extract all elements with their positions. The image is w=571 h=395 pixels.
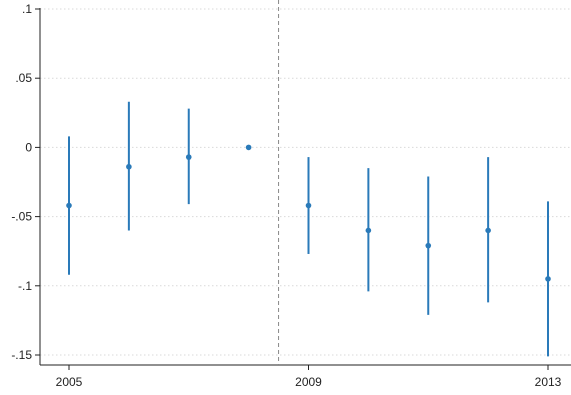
x-tick-label: 2009 (295, 375, 322, 389)
y-tick-label: -.1 (18, 279, 32, 293)
point-estimate (245, 144, 252, 151)
y-tick-label: 0 (25, 140, 32, 154)
point-estimate (305, 202, 312, 209)
point-estimate (66, 202, 72, 209)
x-tick-label: 2013 (535, 375, 562, 389)
y-tick-label: -.05 (11, 210, 32, 224)
confidence-intervals (68, 101, 549, 357)
gridlines (40, 8, 571, 356)
point-estimate (185, 154, 192, 160)
point-estimates (66, 144, 551, 282)
axes (35, 8, 571, 370)
point-estimate (126, 163, 132, 170)
point-estimate (425, 242, 432, 249)
y-tick-label: .05 (15, 71, 32, 85)
y-tick-label: .1 (22, 2, 32, 16)
x-tick-label: 2005 (56, 375, 83, 389)
point-estimate (365, 227, 372, 234)
y-tick-label: -.15 (11, 348, 32, 362)
tick-labels: -.15 -.1 -.05 0 .05 .1 2005 2009 2013 (11, 2, 561, 389)
point-estimate (545, 276, 551, 282)
point-estimate (485, 227, 491, 234)
